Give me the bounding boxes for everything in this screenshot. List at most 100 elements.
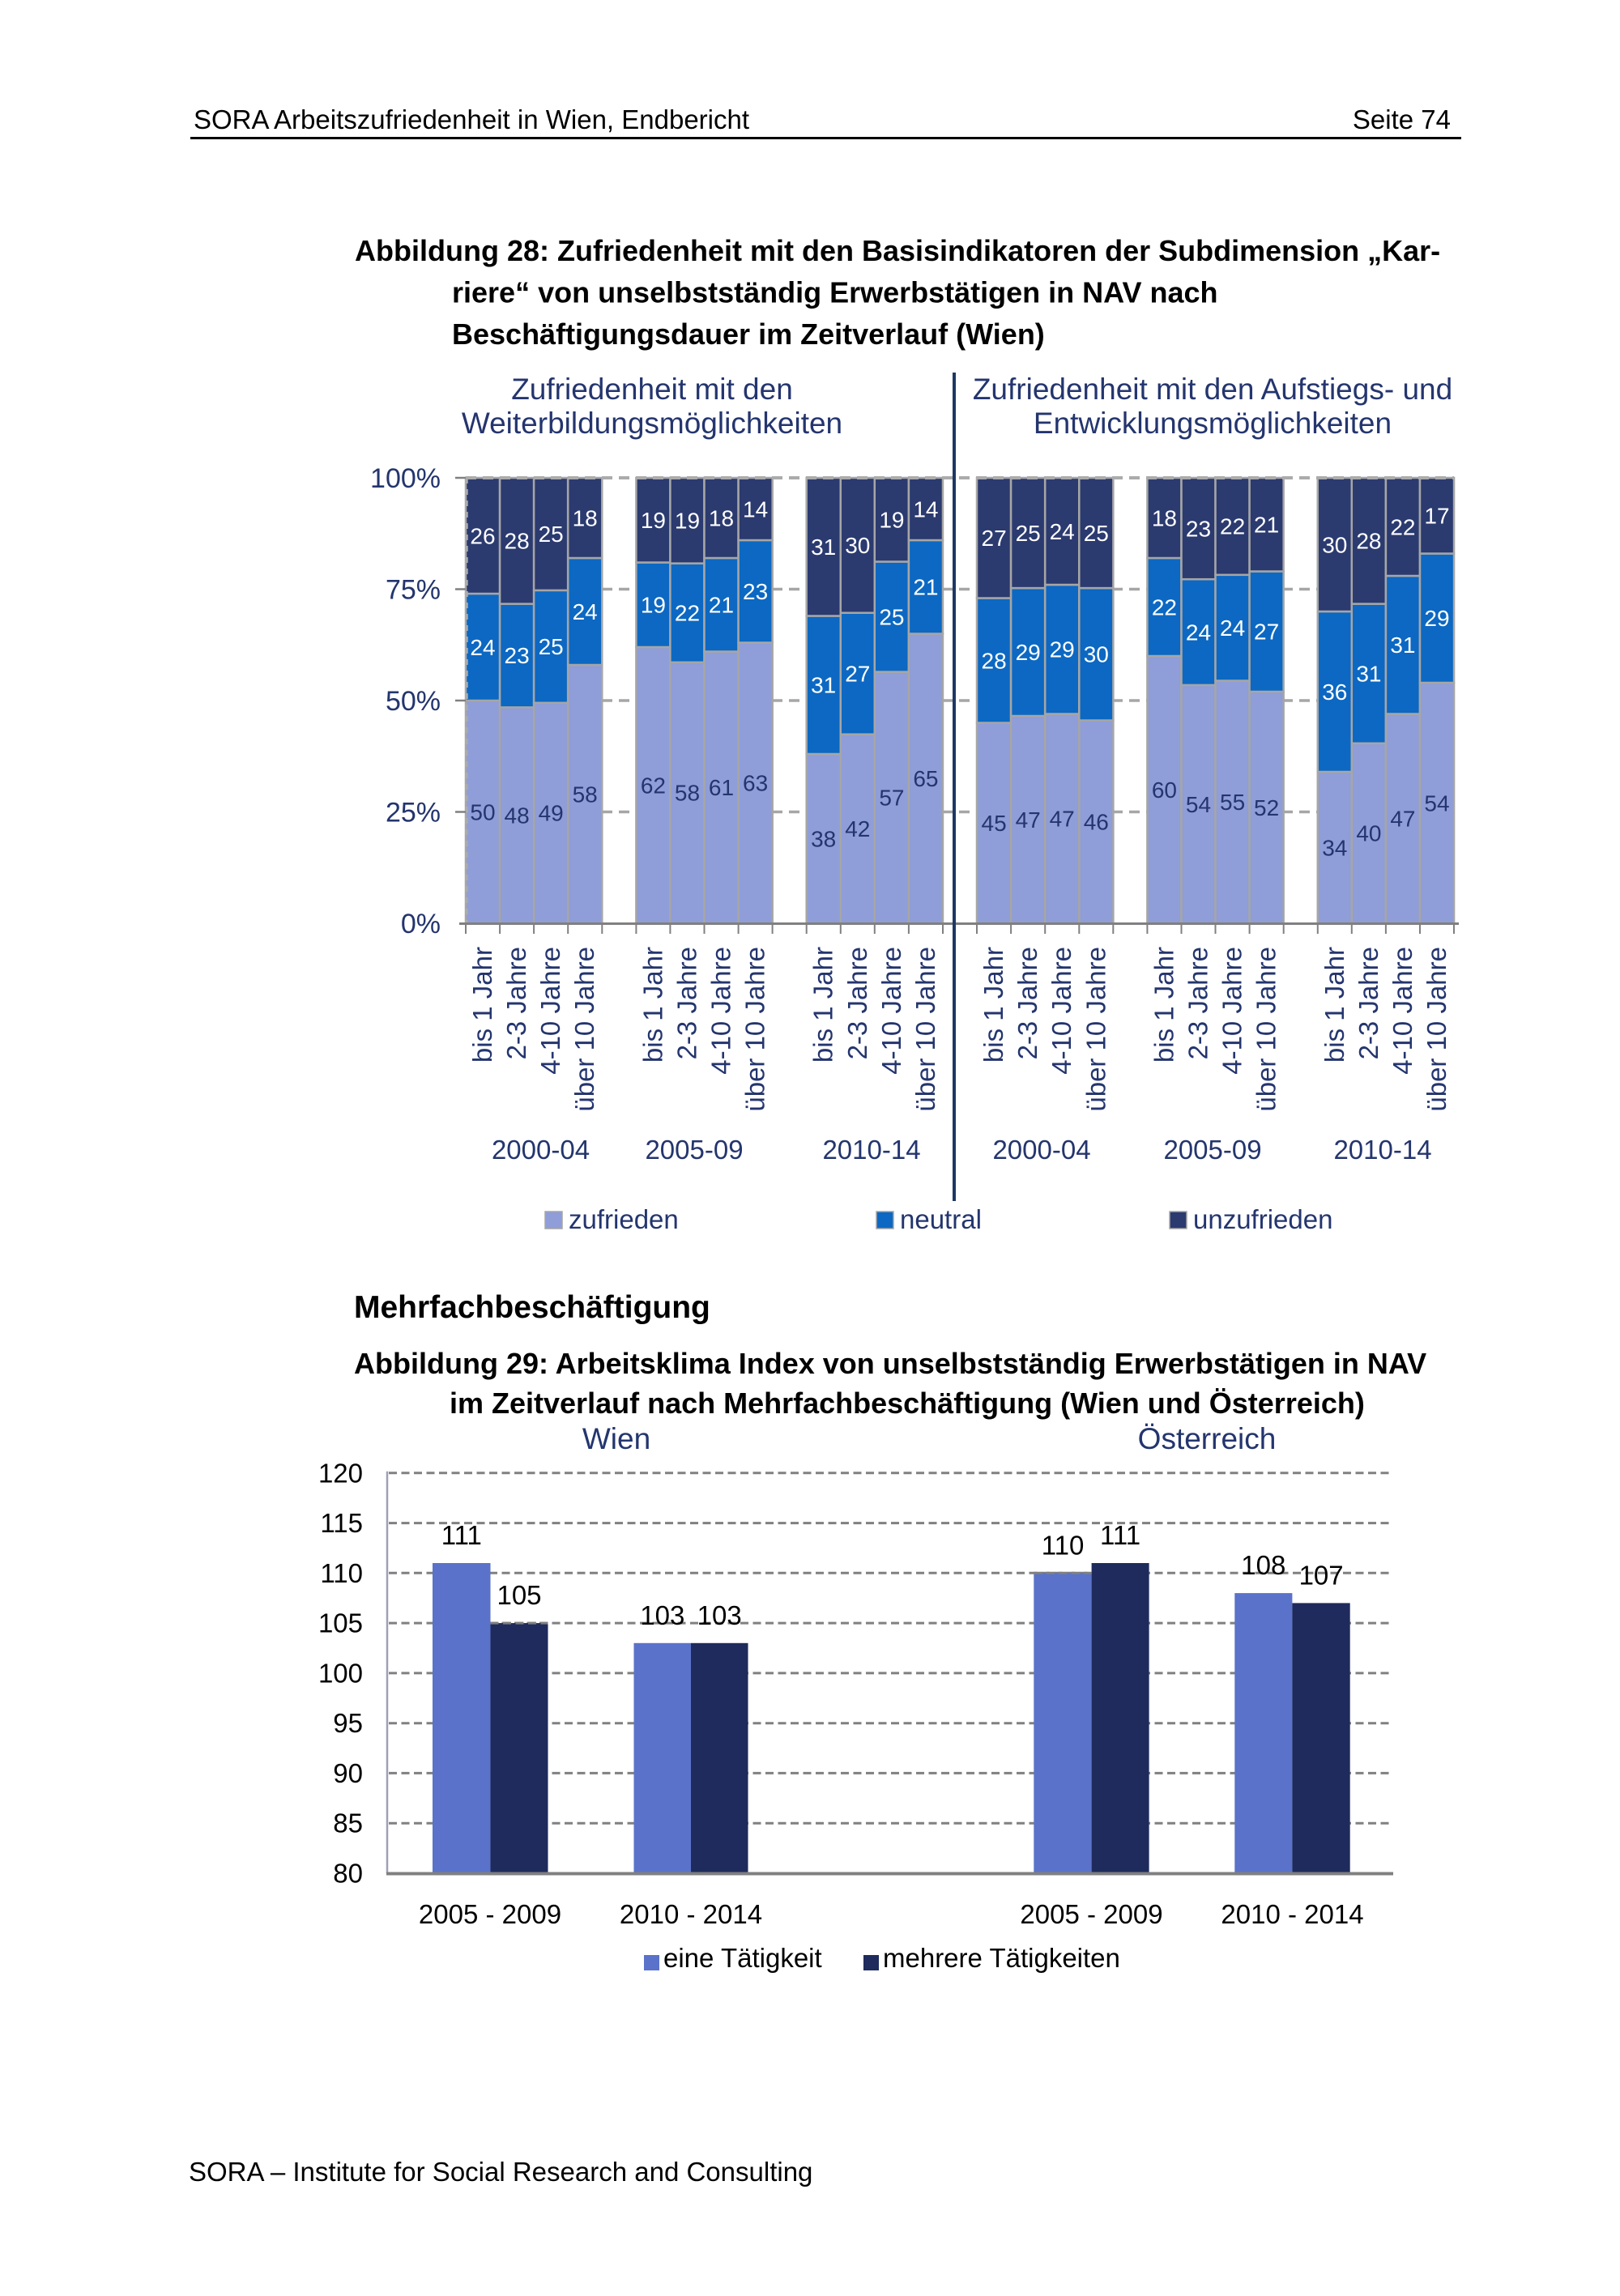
svg-text:Entwicklungsmöglichkeiten: Entwicklungsmöglichkeiten <box>1034 407 1392 440</box>
svg-text:27: 27 <box>1254 620 1279 645</box>
svg-text:bis 1 Jahr: bis 1 Jahr <box>808 947 838 1063</box>
svg-text:2010 - 2014: 2010 - 2014 <box>1221 1899 1363 1929</box>
svg-text:80: 80 <box>333 1859 363 1889</box>
svg-text:Seite 74: Seite 74 <box>1353 104 1451 134</box>
svg-text:54: 54 <box>1186 792 1211 817</box>
svg-text:55: 55 <box>1220 790 1245 815</box>
svg-text:18: 18 <box>1152 505 1177 530</box>
svg-text:27: 27 <box>982 526 1007 551</box>
svg-text:unzufrieden: unzufrieden <box>1193 1204 1332 1234</box>
svg-text:4-10 Jahre: 4-10 Jahre <box>706 947 736 1075</box>
svg-text:31: 31 <box>1356 662 1381 687</box>
svg-text:34: 34 <box>1322 835 1347 860</box>
svg-text:23: 23 <box>505 643 530 668</box>
svg-text:31: 31 <box>811 673 836 698</box>
svg-text:19: 19 <box>879 508 904 533</box>
svg-text:22: 22 <box>1152 594 1177 620</box>
svg-text:Mehrfachbeschäftigung: Mehrfachbeschäftigung <box>354 1290 710 1325</box>
svg-text:24: 24 <box>573 599 598 624</box>
svg-text:115: 115 <box>320 1508 363 1538</box>
svg-text:28: 28 <box>1356 529 1381 554</box>
svg-text:14: 14 <box>743 496 768 522</box>
svg-text:75%: 75% <box>386 575 441 606</box>
svg-text:90: 90 <box>333 1758 363 1788</box>
svg-text:Abbildung 28: Zufriedenheit mi: Abbildung 28: Zufriedenheit mit den Basi… <box>355 234 1440 267</box>
svg-text:Abbildung 29: Arbeitsklima Ind: Abbildung 29: Arbeitsklima Index von uns… <box>354 1347 1426 1380</box>
svg-text:bis 1 Jahr: bis 1 Jahr <box>1149 947 1179 1063</box>
svg-text:2000-04: 2000-04 <box>492 1135 590 1165</box>
svg-text:19: 19 <box>641 508 666 533</box>
svg-text:100%: 100% <box>370 463 441 494</box>
svg-text:42: 42 <box>845 816 870 841</box>
svg-text:4-10 Jahre: 4-10 Jahre <box>876 947 906 1075</box>
svg-text:18: 18 <box>709 505 734 530</box>
svg-text:2005-09: 2005-09 <box>1163 1135 1261 1165</box>
svg-text:105: 105 <box>318 1608 363 1638</box>
svg-text:2005-09: 2005-09 <box>645 1135 743 1165</box>
svg-text:65: 65 <box>913 766 938 791</box>
svg-text:eine Tätigkeit: eine Tätigkeit <box>663 1943 822 1973</box>
svg-text:47: 47 <box>1050 807 1075 832</box>
svg-text:25: 25 <box>539 522 564 547</box>
svg-text:103: 103 <box>697 1600 742 1630</box>
svg-text:25: 25 <box>1084 521 1109 546</box>
svg-text:50%: 50% <box>386 686 441 717</box>
svg-text:110: 110 <box>320 1558 363 1588</box>
svg-text:19: 19 <box>675 509 700 534</box>
svg-text:30: 30 <box>1084 642 1109 667</box>
svg-text:107: 107 <box>1299 1560 1344 1590</box>
svg-text:17: 17 <box>1424 504 1449 529</box>
svg-text:4-10 Jahre: 4-10 Jahre <box>535 947 565 1075</box>
svg-text:zufrieden: zufrieden <box>569 1204 679 1234</box>
svg-text:24: 24 <box>470 635 495 660</box>
svg-text:2010-14: 2010-14 <box>1333 1135 1431 1165</box>
svg-text:36: 36 <box>1322 679 1347 705</box>
svg-text:30: 30 <box>845 533 870 558</box>
svg-text:23: 23 <box>1186 516 1211 541</box>
svg-text:103: 103 <box>640 1600 684 1630</box>
svg-text:54: 54 <box>1424 790 1449 816</box>
svg-text:2-3 Jahre: 2-3 Jahre <box>501 947 531 1059</box>
svg-text:21: 21 <box>913 575 938 600</box>
svg-text:Weiterbildungsmöglichkeiten: Weiterbildungsmöglichkeiten <box>462 407 842 440</box>
svg-text:29: 29 <box>1424 606 1449 631</box>
svg-text:49: 49 <box>539 801 564 826</box>
svg-text:22: 22 <box>1220 514 1245 539</box>
svg-text:2000-04: 2000-04 <box>992 1135 1090 1165</box>
svg-text:28: 28 <box>505 529 530 554</box>
svg-text:über 10 Jahre: über 10 Jahre <box>910 947 940 1112</box>
svg-text:29: 29 <box>1016 640 1041 665</box>
svg-text:über 10 Jahre: über 10 Jahre <box>740 947 770 1112</box>
svg-text:100: 100 <box>318 1658 363 1688</box>
svg-text:85: 85 <box>333 1808 363 1838</box>
svg-text:4-10 Jahre: 4-10 Jahre <box>1388 947 1418 1075</box>
svg-text:110: 110 <box>1042 1530 1085 1560</box>
svg-text:im Zeitverlauf nach Mehrfachbe: im Zeitverlauf nach Mehrfachbeschäftigun… <box>450 1387 1365 1420</box>
svg-text:24: 24 <box>1220 616 1245 641</box>
svg-text:28: 28 <box>982 648 1007 673</box>
svg-text:22: 22 <box>1390 514 1415 539</box>
svg-text:52: 52 <box>1254 795 1279 820</box>
svg-text:22: 22 <box>675 601 700 626</box>
svg-text:25: 25 <box>1016 521 1041 546</box>
svg-text:Zufriedenheit mit den Aufstieg: Zufriedenheit mit den Aufstiegs- und <box>973 373 1452 406</box>
svg-text:120: 120 <box>318 1458 363 1488</box>
svg-text:25: 25 <box>879 604 904 629</box>
svg-text:2-3 Jahre: 2-3 Jahre <box>672 947 702 1059</box>
svg-text:über 10 Jahre: über 10 Jahre <box>1251 947 1281 1112</box>
svg-text:19: 19 <box>641 593 666 618</box>
svg-text:29: 29 <box>1050 637 1075 662</box>
svg-text:61: 61 <box>709 775 734 800</box>
svg-text:23: 23 <box>743 579 768 604</box>
svg-text:24: 24 <box>1050 519 1075 544</box>
svg-text:47: 47 <box>1016 807 1041 833</box>
svg-text:bis 1 Jahr: bis 1 Jahr <box>637 947 667 1063</box>
svg-text:0%: 0% <box>401 909 441 939</box>
svg-text:111: 111 <box>441 1520 482 1550</box>
svg-text:2005 - 2009: 2005 - 2009 <box>419 1899 561 1929</box>
svg-text:108: 108 <box>1241 1550 1285 1580</box>
svg-text:60: 60 <box>1152 777 1177 803</box>
svg-text:Beschäftigungsdauer im Zeitver: Beschäftigungsdauer im Zeitverlauf (Wien… <box>452 317 1045 351</box>
svg-text:2010 - 2014: 2010 - 2014 <box>620 1899 762 1929</box>
svg-text:57: 57 <box>879 786 904 811</box>
